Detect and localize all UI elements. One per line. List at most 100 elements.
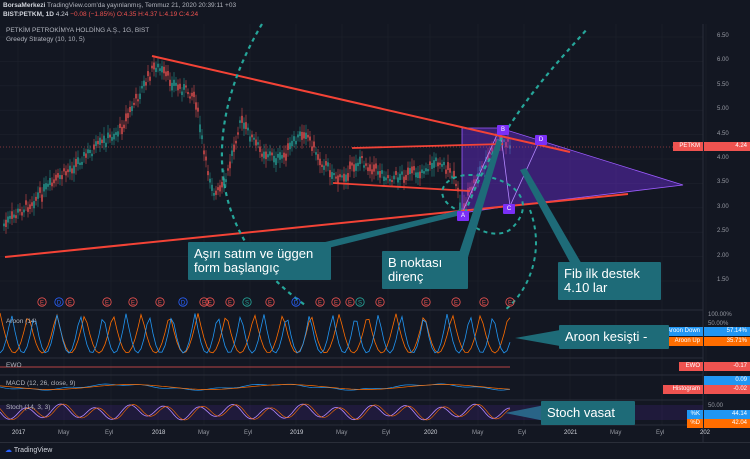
svg-text:E: E	[158, 300, 162, 306]
resistance-line[interactable]	[351, 143, 504, 149]
aroon-down-value: 57.14%	[704, 327, 750, 336]
time-tick: 2020	[424, 430, 438, 436]
published-text: TradingView.com'da yayınlanmış, Temmuz 2…	[46, 2, 237, 9]
callout-pointer-b	[456, 140, 502, 264]
pattern-point-b: B	[497, 125, 509, 135]
price-tick: 5.00	[717, 106, 729, 113]
svg-text:E: E	[424, 300, 428, 306]
svg-text:S: S	[358, 300, 362, 306]
close-value: C:4.24	[179, 11, 199, 18]
low-value: L:4.19	[159, 11, 178, 18]
macd-series	[0, 383, 511, 391]
pattern-point-d: D	[535, 135, 547, 145]
svg-text:D: D	[57, 300, 62, 306]
time-tick: May	[198, 430, 210, 436]
aroon-up-value: 35.71%	[704, 337, 750, 346]
open-value: O:4.35	[116, 11, 137, 18]
svg-text:E: E	[68, 300, 72, 306]
price-change: −0.08 (−1.85%)	[70, 11, 116, 18]
callout-fib: Fib ilk destek 4.10 lar	[558, 262, 661, 300]
fib-arc-left[interactable]	[220, 23, 306, 306]
time-tick: 2018	[152, 430, 166, 436]
svg-text:E: E	[105, 300, 109, 306]
price-tag-value: 4.24	[704, 142, 750, 151]
macd-value: 0.09	[704, 376, 750, 385]
price-tick: 5.50	[717, 81, 729, 88]
tradingview-logo-icon: ☁	[5, 447, 12, 454]
footer: ☁ TradingView	[0, 442, 750, 459]
instrument-title[interactable]: PETKİM PETROKİMYA HOLDİNG A.Ş., 1G, BIST	[6, 27, 150, 34]
stoch-k-value: 44.14	[704, 410, 750, 419]
time-tick: May	[58, 430, 70, 436]
time-tick: 2021	[564, 430, 578, 436]
stoch-k-label: %K	[687, 410, 703, 419]
time-tick: Eyl	[244, 430, 253, 436]
svg-text:E: E	[228, 300, 232, 306]
time-tick: May	[472, 430, 484, 436]
time-tick: Eyl	[105, 430, 114, 436]
callout-b-point: B noktası direnç	[382, 251, 468, 289]
time-tick: Eyl	[518, 430, 527, 436]
price-tick: 2.00	[717, 252, 729, 259]
stoch-tick: 50.00	[708, 403, 724, 409]
callout-aroon: Aroon kesişti -	[559, 325, 669, 349]
symbol-line[interactable]: BIST:PETKM, 1D	[3, 11, 54, 18]
pattern-point-c: C	[503, 204, 515, 214]
svg-text:D: D	[181, 300, 186, 306]
last-price: 4.24	[55, 11, 69, 18]
candlestick-series	[3, 55, 511, 234]
svg-text:D: D	[294, 300, 299, 306]
ascending-trendline[interactable]	[4, 193, 629, 258]
published-line: BorsaMerkezi TradingView.com'da yayınlan…	[3, 2, 236, 9]
footer-brand-text: TradingView	[13, 447, 53, 454]
time-tick: May	[610, 430, 622, 436]
descending-trendline[interactable]	[151, 55, 571, 153]
svg-text:E: E	[482, 300, 486, 306]
price-tick: 3.00	[717, 203, 729, 210]
high-value: H:4.37	[138, 11, 158, 18]
fib-circle[interactable]	[441, 173, 524, 235]
ohlc-line: BIST:PETKM, 1D 4.24 −0.08 (−1.85%) O:4.3…	[3, 11, 198, 18]
header-bar: BorsaMerkezi TradingView.com'da yayınlan…	[0, 0, 750, 22]
time-tick: Eyl	[382, 430, 391, 436]
stoch-title[interactable]: Stoch (14, 3, 3)	[6, 404, 51, 411]
price-tick: 2.50	[717, 228, 729, 235]
time-tick: Eyl	[656, 430, 665, 436]
callout-pointer-fib	[520, 168, 583, 268]
price-tick: 1.50	[717, 277, 729, 283]
aroon-tick-50: 50.00%	[708, 321, 729, 327]
stoch-d-value: 42.04	[704, 419, 750, 428]
fib-arc-lower[interactable]	[504, 209, 537, 311]
strategy-title[interactable]: Greedy Strategy (10, 10, 5)	[6, 36, 85, 43]
price-tick: 4.00	[717, 155, 729, 161]
callout-pointer-stoch	[505, 405, 545, 421]
svg-text:S: S	[245, 300, 249, 306]
macd-title[interactable]: MACD (12, 26, close, 9)	[6, 380, 76, 387]
time-tick: 2017	[12, 430, 26, 436]
aroon-up-label: Aroon Up	[663, 337, 703, 346]
ewo-label: EWO	[679, 362, 703, 371]
price-tag-symbol: PETKM	[673, 142, 703, 151]
ewo-title[interactable]: EWO	[6, 362, 22, 369]
price-tick: 6.00	[717, 57, 729, 64]
svg-text:E: E	[334, 300, 338, 306]
harmonic-pattern[interactable]	[461, 127, 684, 214]
macd-hist-value: -0.02	[704, 385, 750, 394]
aroon-tick-100: 100.00%	[708, 312, 732, 318]
svg-text:E: E	[40, 300, 44, 306]
footer-brand[interactable]: ☁ TradingView	[5, 446, 52, 454]
aroon-title[interactable]: Aroon (14)	[6, 318, 37, 325]
svg-text:E: E	[131, 300, 135, 306]
callout-pointer-oversold	[300, 210, 465, 254]
price-tick: 6.50	[717, 33, 729, 39]
price-tick: 4.50	[717, 130, 729, 137]
svg-text:E: E	[202, 300, 206, 306]
publisher-name[interactable]: BorsaMerkezi	[3, 2, 46, 9]
macd-hist-label: Histogram	[663, 385, 703, 394]
support-line[interactable]	[332, 182, 471, 192]
callout-oversold: Aşırı satım ve üggen form başlangıç	[188, 242, 331, 280]
svg-text:E: E	[348, 300, 352, 306]
svg-text:E: E	[454, 300, 458, 306]
